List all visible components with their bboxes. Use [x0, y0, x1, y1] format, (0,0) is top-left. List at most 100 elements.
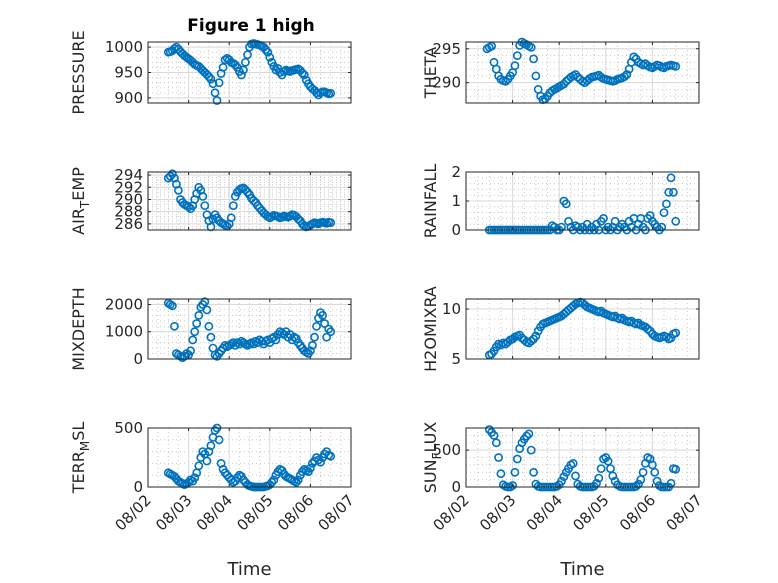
- data-point: [664, 187, 674, 197]
- data-point: [489, 430, 499, 440]
- x-tick-label: 08/05: [233, 491, 276, 534]
- data-point: [312, 88, 321, 98]
- axes-frame: [465, 427, 700, 488]
- data-point: [269, 475, 279, 485]
- y-tick-label: 0: [451, 478, 461, 496]
- data-point: [214, 78, 224, 88]
- y-axis-label: SUNFLUX: [421, 422, 444, 494]
- data-point: [662, 332, 671, 342]
- data-point: [297, 68, 307, 78]
- data-point: [512, 51, 522, 60]
- data-point: [494, 453, 503, 462]
- x-tick-label: 08/03: [152, 491, 195, 534]
- data-point: [238, 65, 248, 75]
- data-point: [599, 213, 608, 223]
- x-tick-label: 08/06: [616, 491, 659, 534]
- plot-area: [465, 41, 700, 104]
- data-point: [666, 173, 676, 183]
- data-point: [243, 50, 252, 60]
- data-point: [204, 321, 214, 331]
- x-tick-label: 08/04: [193, 491, 236, 534]
- data-point: [190, 473, 200, 482]
- axes-frame: [147, 298, 352, 360]
- data-point: [557, 476, 566, 486]
- data-point: [212, 96, 222, 105]
- data-point: [167, 301, 177, 311]
- data-point: [671, 328, 681, 338]
- data-point: [165, 171, 175, 181]
- data-point: [291, 477, 301, 487]
- series-markers: [163, 169, 336, 232]
- y-tick-label: 294: [114, 166, 143, 184]
- x-tick-label: 08/03: [476, 491, 519, 534]
- data-point: [657, 222, 667, 232]
- y-tick-label: 288: [114, 203, 143, 221]
- data-point: [194, 310, 204, 320]
- data-point: [510, 61, 520, 71]
- data-point: [200, 201, 210, 210]
- data-point: [529, 54, 538, 64]
- series-markers: [482, 37, 681, 104]
- series-markers: [163, 297, 336, 362]
- data-point: [510, 467, 520, 477]
- data-point: [643, 324, 653, 334]
- x-tick-label: 08/02: [430, 491, 473, 534]
- y-axis-label: THETA: [421, 47, 440, 99]
- y-axis-label: MIXDEPTH: [69, 287, 88, 370]
- data-point: [186, 346, 195, 356]
- data-point: [508, 481, 517, 490]
- x-tick-label: 08/07: [663, 491, 706, 534]
- data-point: [240, 57, 250, 67]
- data-point: [634, 479, 643, 489]
- data-point: [648, 460, 657, 470]
- data-point: [526, 336, 536, 346]
- y-tick-label: 1000: [105, 38, 143, 56]
- y-tick-label: 290: [114, 190, 143, 208]
- data-point: [608, 471, 618, 481]
- axes-frame: [465, 41, 700, 104]
- data-point: [208, 79, 218, 89]
- subplot-5: 0 1000 2000 MIXDEPTH: [69, 287, 352, 371]
- data-point: [194, 461, 204, 471]
- axes-frame: [147, 427, 352, 488]
- data-point: [184, 202, 193, 212]
- data-point: [312, 321, 321, 331]
- data-point: [631, 481, 641, 491]
- data-point: [202, 305, 212, 315]
- data-point: [594, 473, 604, 483]
- data-point: [299, 70, 309, 80]
- data-point: [496, 469, 506, 479]
- figure-title: Figure 1 high: [187, 16, 315, 36]
- data-point: [173, 185, 183, 195]
- axes-frame: [147, 171, 352, 231]
- y-tick-label: 0: [133, 350, 143, 368]
- data-point: [561, 199, 571, 209]
- y-tick-label: 2: [451, 163, 461, 181]
- x-tick-label: 08/06: [274, 491, 317, 534]
- data-point: [318, 310, 327, 320]
- y-axis-label: H2OMIXRA: [421, 286, 440, 372]
- data-point: [529, 467, 538, 477]
- x-axis-label: Time: [226, 559, 271, 580]
- y-tick-label: 950: [114, 64, 143, 82]
- data-point: [526, 445, 536, 455]
- data-point: [210, 425, 220, 435]
- data-point: [326, 327, 336, 337]
- data-point: [263, 47, 273, 57]
- y-tick-label: 10: [442, 300, 461, 318]
- data-point: [557, 222, 566, 232]
- data-point: [291, 334, 301, 343]
- data-point: [671, 216, 681, 226]
- y-tick-label: 286: [114, 215, 143, 233]
- data-point: [531, 71, 541, 81]
- plot-area: [147, 427, 352, 488]
- data-point: [652, 476, 662, 486]
- data-point: [671, 464, 681, 474]
- data-point: [198, 191, 208, 201]
- data-point: [169, 321, 179, 331]
- data-point: [190, 327, 200, 337]
- data-point: [320, 319, 329, 328]
- series-markers: [163, 39, 336, 105]
